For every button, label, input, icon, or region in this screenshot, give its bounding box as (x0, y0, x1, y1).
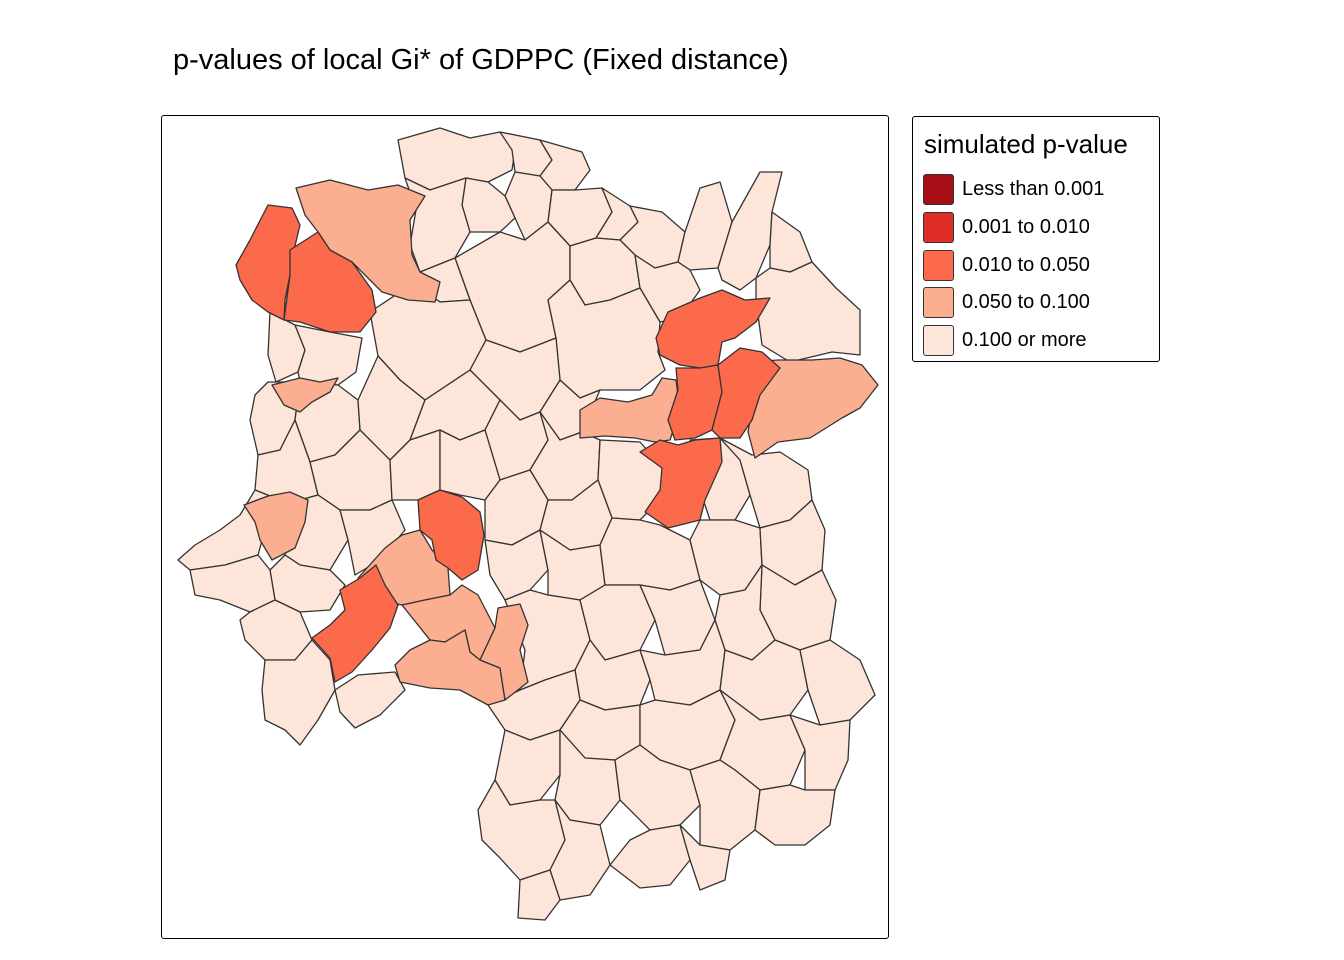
county-77 (271, 377, 339, 413)
county-70 (754, 784, 836, 846)
county-80 (243, 491, 309, 561)
county-74 (609, 824, 691, 889)
legend-swatch (923, 173, 954, 205)
legend: simulated p-value Less than 0.001 0.001 … (912, 116, 1160, 362)
county-11 (717, 171, 783, 291)
legend-item-0-010-to-0-050: 0.010 to 0.050 (923, 249, 1090, 281)
county-65 (789, 714, 851, 791)
county-47 (599, 517, 701, 591)
legend-label: 0.050 to 0.100 (962, 290, 1090, 313)
county-66 (494, 729, 561, 806)
county-39 (334, 671, 406, 729)
county-91 (417, 489, 485, 581)
county-3 (539, 139, 591, 191)
county-84 (479, 603, 529, 701)
county-13 (755, 261, 861, 363)
county-38 (261, 639, 336, 746)
county-89 (711, 347, 781, 439)
county-72 (549, 799, 611, 901)
legend-label: 0.100 or more (962, 328, 1087, 351)
legend-swatch (923, 324, 954, 356)
county-60 (799, 639, 876, 726)
legend-item-0-050-to-0-100: 0.050 to 0.100 (923, 286, 1090, 318)
county-12 (769, 211, 813, 273)
legend-item-0-100-or-more: 0.100 or more (923, 324, 1087, 356)
county-86 (283, 231, 377, 333)
map-title: p-values of local Gi* of GDPPC (Fixed di… (173, 44, 789, 76)
county-75 (679, 824, 731, 891)
county-88 (667, 364, 723, 441)
legend-item-0-001-to-0-010: 0.001 to 0.010 (923, 211, 1090, 243)
legend-swatch (923, 211, 954, 243)
legend-item-less-than-0-001: Less than 0.001 (923, 173, 1104, 205)
county-87 (655, 289, 771, 369)
county-79 (747, 357, 879, 459)
county-45 (484, 529, 549, 601)
legend-label: 0.010 to 0.050 (962, 253, 1090, 276)
legend-swatch (923, 249, 954, 281)
county-90 (639, 437, 723, 529)
legend-title: simulated p-value (924, 129, 1128, 159)
county-92 (311, 564, 399, 683)
legend-label: Less than 0.001 (962, 177, 1105, 200)
county-22 (294, 324, 363, 386)
legend-swatch (923, 286, 954, 318)
legend-label: 0.001 to 0.010 (962, 215, 1090, 238)
county-73 (517, 869, 561, 921)
county-6 (461, 177, 516, 233)
